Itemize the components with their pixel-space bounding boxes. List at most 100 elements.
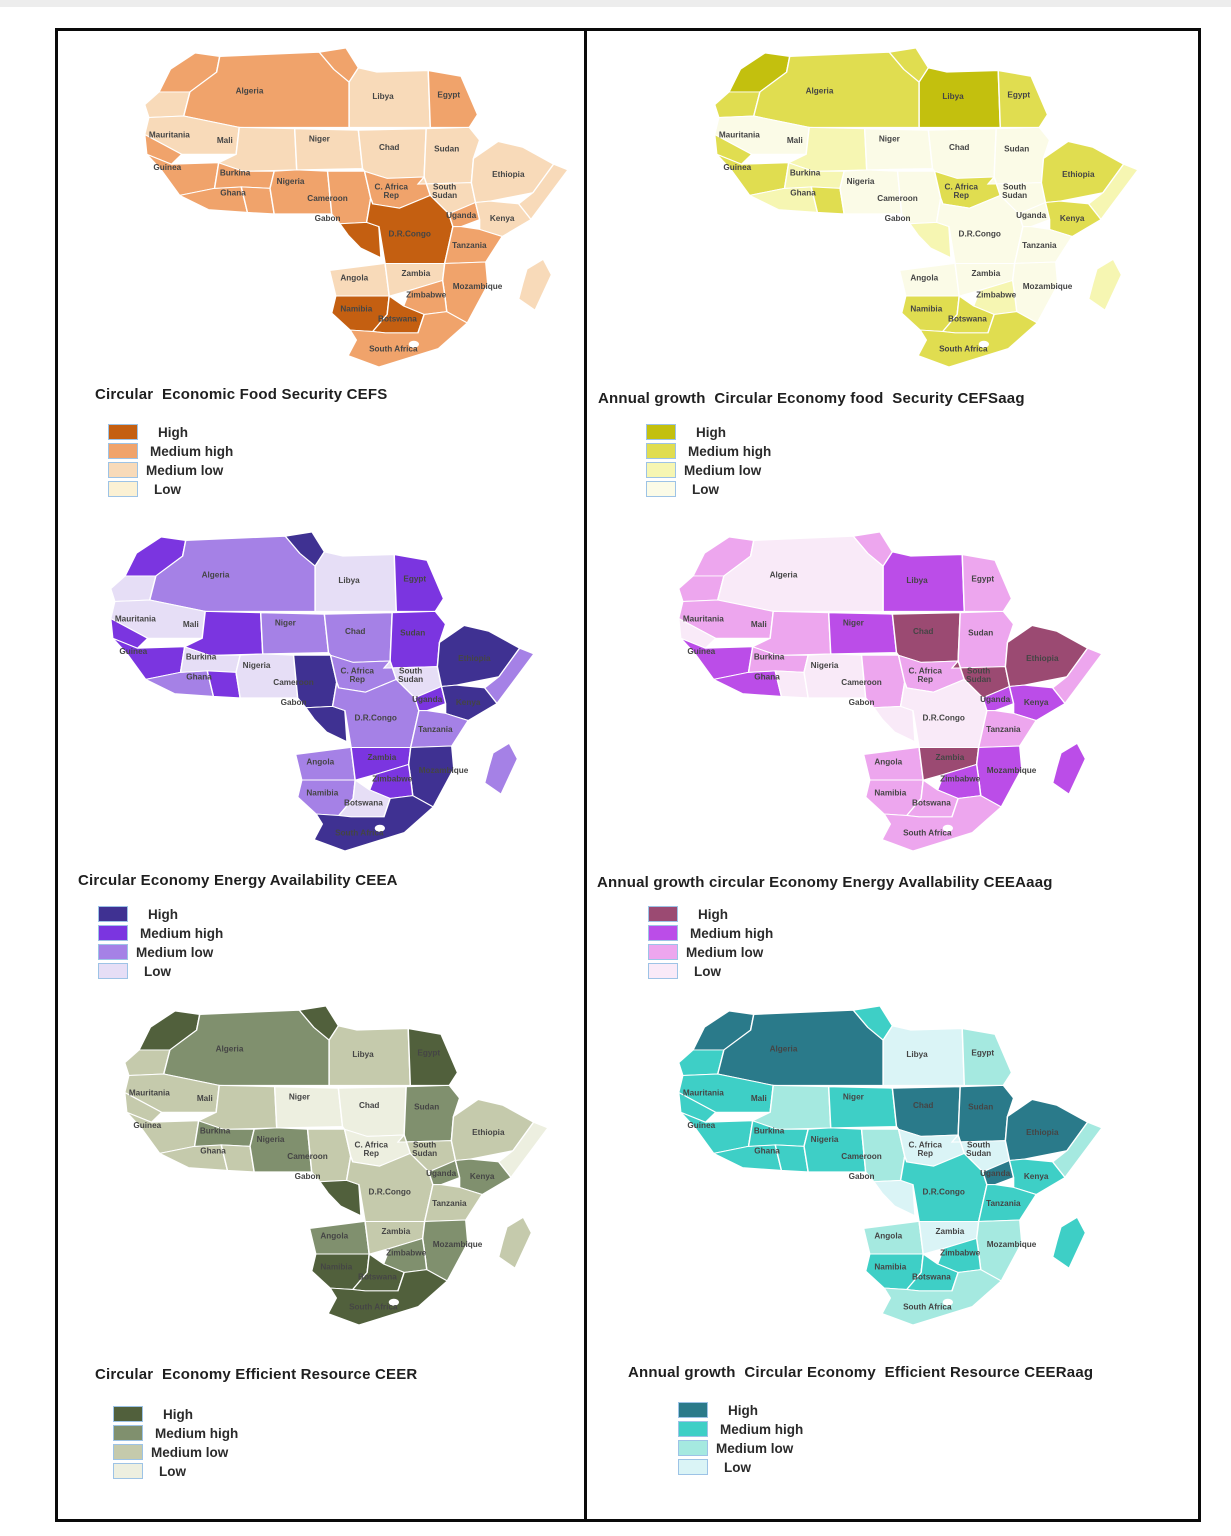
country-label-egypt: Egypt <box>971 1049 994 1058</box>
lesotho-dot <box>408 340 419 348</box>
legend-label: Medium high <box>155 1425 239 1441</box>
country-label-ghana: Ghana <box>200 1146 226 1155</box>
panel-title-ceea: Circular Economy Energy Availability CEE… <box>78 872 398 889</box>
country-label-tanzania: Tanzania <box>1022 241 1057 250</box>
country-label-mozambique: Mozambique <box>987 1240 1037 1249</box>
legend-item-ml: Medium low <box>108 462 233 478</box>
country-uganda <box>981 685 1015 712</box>
legend-label: High <box>728 1402 758 1418</box>
country-label-south_africa: South Africa <box>335 828 384 837</box>
country-label-angola: Angola <box>874 758 902 767</box>
country-label-south_sudan: South Sudan <box>966 1141 991 1158</box>
africa-choropleth-cefsaag: Algeria Libya Egypt Mauritania Mali Niger Chad… <box>713 47 1139 368</box>
country-label-tanzania: Tanzania <box>432 1199 467 1208</box>
country-label-niger: Niger <box>309 135 331 144</box>
country-chad <box>927 128 997 179</box>
country-label-burkina: Burkina <box>220 169 251 178</box>
legend-item-h: High <box>113 1406 238 1422</box>
country-label-burkina: Burkina <box>186 653 217 662</box>
country-label-south_africa: South Africa <box>349 1302 398 1311</box>
country-label-gabon_congo: Gabon <box>885 214 911 223</box>
legend-item-ml: Medium low <box>646 462 771 478</box>
country-label-mauritania: Mauritania <box>115 614 156 623</box>
legend-item-mh: Medium high <box>113 1425 238 1441</box>
country-label-tanzania: Tanzania <box>418 725 453 734</box>
country-gabon_congo <box>338 221 382 259</box>
country-label-ghana: Ghana <box>754 672 780 681</box>
country-label-gabon_congo: Gabon <box>315 214 341 223</box>
country-label-kenya: Kenya <box>470 1172 495 1181</box>
country-uganda <box>981 1159 1015 1186</box>
legend-item-h: High <box>646 424 771 440</box>
country-label-botswana: Botswana <box>344 799 383 808</box>
africa-map-cefsaag: Algeria Libya Egypt Mauritania Mali Niger Chad… <box>688 47 1140 379</box>
legend-item-ml: Medium low <box>678 1440 803 1456</box>
country-kenya <box>1008 1158 1066 1196</box>
legend-item-mh: Medium high <box>646 443 771 459</box>
country-label-algeria: Algeria <box>216 1044 244 1053</box>
legend-swatch-ml <box>678 1440 708 1456</box>
country-egypt <box>427 70 479 128</box>
africa-choropleth-cefs: Algeria Libya Egypt Mauritania Mali Niger Chad… <box>143 47 569 368</box>
country-ghana <box>774 1144 809 1173</box>
country-label-zambia: Zambia <box>936 1227 965 1236</box>
country-label-gabon_congo: Gabon <box>849 1172 875 1181</box>
country-label-tanzania: Tanzania <box>986 725 1021 734</box>
legend-item-l: Low <box>108 481 233 497</box>
legend-swatch-mh <box>113 1425 143 1441</box>
country-label-south_sudan: South Sudan <box>966 667 991 684</box>
country-label-mauritania: Mauritania <box>129 1088 170 1097</box>
legend-swatch-h <box>108 424 138 440</box>
country-uganda <box>447 201 481 228</box>
country-sudan <box>396 1084 461 1143</box>
country-label-uganda: Uganda <box>412 695 443 704</box>
legend-swatch-mh <box>646 443 676 459</box>
country-gabon_congo <box>304 705 348 743</box>
legend-ceeaaag: High Medium high Medium low Low <box>648 906 773 982</box>
country-label-burkina: Burkina <box>754 1127 785 1136</box>
country-label-angola: Angola <box>874 1232 902 1241</box>
country-label-burkina: Burkina <box>790 169 821 178</box>
legend-swatch-ml <box>648 944 678 960</box>
legend-swatch-h <box>646 424 676 440</box>
panel-title-ceer: Circular Economy Efficient Resource CEER <box>95 1366 418 1383</box>
country-label-mozambique: Mozambique <box>453 282 503 291</box>
country-label-mali: Mali <box>197 1094 213 1103</box>
country-label-zimbabwe: Zimbabwe <box>406 291 447 300</box>
lesotho-dot <box>978 340 989 348</box>
country-label-ghana: Ghana <box>220 188 246 197</box>
country-madagascar <box>483 742 519 796</box>
legend-label: High <box>696 424 726 440</box>
africa-map-ceeaaag: Algeria Libya Egypt Mauritania Mali Niger Chad… <box>652 531 1104 863</box>
country-label-car: C. Africa Rep <box>909 667 943 684</box>
country-label-cameroon: Cameroon <box>877 194 918 203</box>
country-label-nigeria: Nigeria <box>257 1135 285 1144</box>
legend-item-l: Low <box>648 963 773 979</box>
country-label-uganda: Uganda <box>1016 211 1047 220</box>
legend-label: Low <box>144 963 171 979</box>
country-label-nigeria: Nigeria <box>847 177 875 186</box>
country-madagascar <box>517 258 553 312</box>
country-label-drcongo: D.R.Congo <box>389 230 431 239</box>
legend-label: Medium low <box>136 944 214 960</box>
legend-label: High <box>163 1406 193 1422</box>
country-label-tanzania: Tanzania <box>452 241 487 250</box>
country-label-zambia: Zambia <box>368 753 397 762</box>
country-label-gabon_congo: Gabon <box>295 1172 321 1181</box>
country-label-gabon_congo: Gabon <box>281 698 307 707</box>
country-label-zambia: Zambia <box>402 269 431 278</box>
country-label-cameroon: Cameroon <box>307 194 348 203</box>
legend-swatch-mh <box>98 925 128 941</box>
country-label-botswana: Botswana <box>912 799 951 808</box>
country-label-namibia: Namibia <box>874 1263 906 1272</box>
country-label-chad: Chad <box>913 627 934 636</box>
country-label-algeria: Algeria <box>770 1044 798 1053</box>
legend-label: Medium low <box>151 1444 229 1460</box>
legend-cefsaag: High Medium high Medium low Low <box>646 424 771 500</box>
legend-swatch-ml <box>646 462 676 478</box>
country-chad <box>337 1086 407 1137</box>
country-label-sudan: Sudan <box>434 145 459 154</box>
country-chad <box>323 612 393 663</box>
country-label-egypt: Egypt <box>417 1049 440 1058</box>
